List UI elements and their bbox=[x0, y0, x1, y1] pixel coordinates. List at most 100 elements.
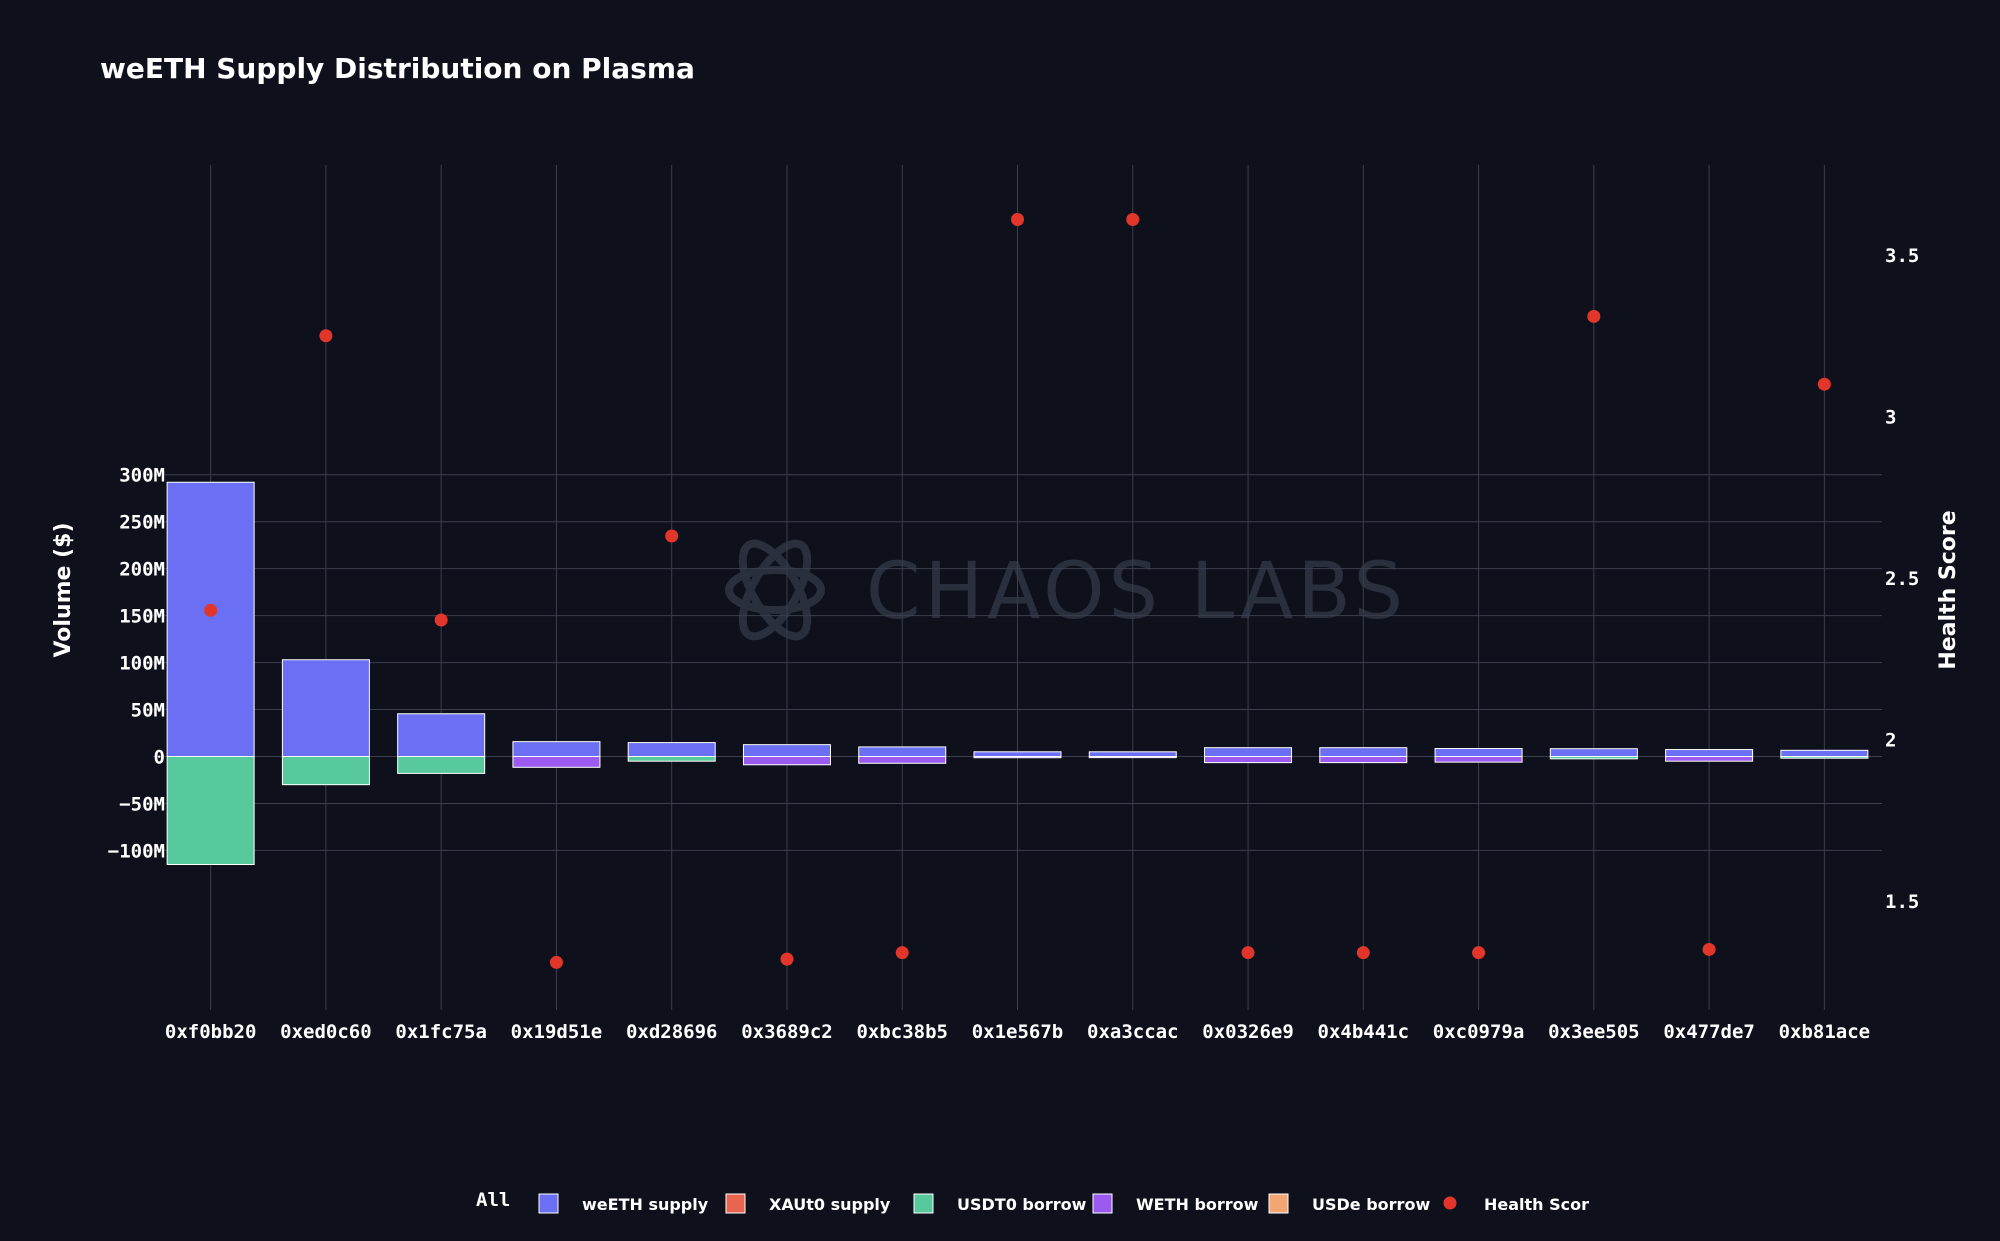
legend-item-weth-borrow[interactable]: WETH borrow bbox=[1092, 1193, 1259, 1214]
health-score-point-0xa3ccac[interactable] bbox=[1126, 212, 1140, 226]
y-axis-ticks: 300M 250M 200M 150M 100M 50M 0 −50M −100M bbox=[108, 465, 165, 863]
bar-weeth-supply-0xf0bb20[interactable] bbox=[166, 481, 255, 757]
watermark-text: CHAOS LABS bbox=[866, 547, 1407, 637]
bar-weth-borrow-0x3689c2[interactable] bbox=[742, 756, 831, 766]
bar-weth-borrow-0xbc38b5[interactable] bbox=[858, 756, 947, 764]
x-tick-label[interactable]: 0x3689c2 bbox=[741, 1021, 833, 1043]
bar-weth-borrow-0x19d51e[interactable] bbox=[512, 756, 601, 768]
bar-weeth-supply-0x19d51e[interactable] bbox=[512, 741, 601, 758]
bar-weeth-supply-0xc0979a[interactable] bbox=[1434, 748, 1523, 757]
bar-weeth-supply-0x477de7[interactable] bbox=[1665, 749, 1754, 758]
legend-all-toggle[interactable]: All bbox=[476, 1189, 510, 1211]
bar-usdt0-borrow-0xd28696[interactable] bbox=[627, 756, 716, 762]
bar-weeth-supply-0xa3ccac[interactable] bbox=[1088, 751, 1177, 758]
legend-item-usde-borrow[interactable]: USDe borrow bbox=[1268, 1193, 1430, 1214]
bar-usdt0-borrow-0xed0c60[interactable] bbox=[281, 756, 370, 786]
y-tick-label: 100M bbox=[119, 653, 165, 675]
health-score-point-0xd28696[interactable] bbox=[665, 529, 679, 543]
y-tick-label: 250M bbox=[119, 512, 165, 534]
health-score-point-0xbc38b5[interactable] bbox=[895, 946, 909, 960]
health-score-point-0xed0c60[interactable] bbox=[319, 329, 333, 343]
watermark: CHAOS LABS bbox=[725, 539, 1407, 641]
bar-weeth-supply-0x1e567b[interactable] bbox=[973, 751, 1062, 758]
y2-tick-label: 2.5 bbox=[1885, 568, 1919, 590]
health-score-point-0x19d51e[interactable] bbox=[549, 955, 563, 969]
legend-label: USDT0 borrow bbox=[957, 1195, 1087, 1214]
legend-marker-square bbox=[913, 1193, 934, 1214]
y-tick-label: 200M bbox=[119, 559, 165, 581]
chaos-labs-logo-icon bbox=[725, 539, 825, 641]
y-tick-label: 300M bbox=[119, 465, 165, 487]
legend-marker-square bbox=[1092, 1193, 1113, 1214]
x-tick-label[interactable]: 0x0326e9 bbox=[1202, 1021, 1294, 1043]
y-tick-label: 50M bbox=[131, 700, 165, 722]
bars bbox=[166, 481, 1869, 866]
y2-tick-label: 2 bbox=[1885, 730, 1896, 752]
bar-weeth-supply-0x1fc75a[interactable] bbox=[397, 713, 486, 758]
x-tick-label[interactable]: 0xed0c60 bbox=[280, 1021, 372, 1043]
bar-weth-borrow-0xa3ccac[interactable] bbox=[1088, 756, 1177, 759]
bar-weeth-supply-0xbc38b5[interactable] bbox=[858, 746, 947, 758]
health-score-point-0x4b441c[interactable] bbox=[1356, 946, 1370, 960]
chart-title: weETH Supply Distribution on Plasma bbox=[100, 52, 695, 85]
legend-label: weETH supply bbox=[582, 1195, 709, 1214]
health-score-points bbox=[204, 212, 1831, 969]
x-tick-label[interactable]: 0x477de7 bbox=[1663, 1021, 1755, 1043]
x-tick-label[interactable]: 0xd28696 bbox=[626, 1021, 718, 1043]
y2-axis-title: Health Score bbox=[1936, 510, 1961, 669]
legend: All weETH supply XAUt0 supply USDT0 borrow W… bbox=[476, 1189, 1589, 1214]
x-tick-label[interactable]: 0x4b441c bbox=[1318, 1021, 1410, 1043]
bar-usdt0-borrow-0x3ee505[interactable] bbox=[1549, 756, 1638, 760]
legend-item-weeth-supply[interactable]: weETH supply bbox=[538, 1193, 709, 1214]
y-tick-label: 150M bbox=[119, 606, 165, 628]
legend-item-xaut0-supply[interactable]: XAUt0 supply bbox=[725, 1193, 891, 1214]
x-tick-label[interactable]: 0x1fc75a bbox=[395, 1021, 487, 1043]
legend-item-usdt0-borrow[interactable]: USDT0 borrow bbox=[913, 1193, 1087, 1214]
x-tick-label[interactable]: 0x1e567b bbox=[972, 1021, 1064, 1043]
health-score-point-0x477de7[interactable] bbox=[1702, 942, 1716, 956]
bar-weeth-supply-0x4b441c[interactable] bbox=[1319, 747, 1408, 757]
health-score-point-0x1e567b[interactable] bbox=[1011, 212, 1024, 226]
bar-weeth-supply-0xd28696[interactable] bbox=[627, 742, 716, 758]
y-tick-label: 0 bbox=[154, 747, 165, 769]
bar-weth-borrow-0x0326e9[interactable] bbox=[1204, 756, 1293, 764]
y2-tick-label: 3 bbox=[1885, 407, 1896, 429]
bar-weeth-supply-0xed0c60[interactable] bbox=[281, 659, 370, 757]
bar-usdt0-borrow-0x1fc75a[interactable] bbox=[397, 756, 486, 774]
legend-label: XAUt0 supply bbox=[769, 1195, 891, 1214]
x-tick-label[interactable]: 0x19d51e bbox=[511, 1021, 603, 1043]
bar-weth-borrow-0xc0979a[interactable] bbox=[1434, 756, 1523, 763]
legend-marker-square bbox=[725, 1193, 746, 1214]
health-score-point-0x3ee505[interactable] bbox=[1587, 309, 1601, 323]
legend-marker-circle bbox=[1443, 1196, 1457, 1210]
x-axis-ticks: 0xf0bb20 0xed0c60 0x1fc75a 0x19d51e 0xd28696… bbox=[165, 1021, 1870, 1043]
bar-usdt0-borrow-0xf0bb20[interactable] bbox=[166, 756, 255, 866]
x-tick-label[interactable]: 0xf0bb20 bbox=[165, 1021, 257, 1043]
health-score-point-0x0326e9[interactable] bbox=[1241, 946, 1255, 960]
bar-weeth-supply-0x0326e9[interactable] bbox=[1204, 747, 1293, 757]
bar-weeth-supply-0x3ee505[interactable] bbox=[1549, 748, 1638, 758]
bar-weeth-supply-0x3689c2[interactable] bbox=[742, 744, 831, 757]
x-tick-label[interactable]: 0xb81ace bbox=[1779, 1021, 1871, 1043]
health-score-point-0xc0979a[interactable] bbox=[1472, 946, 1486, 960]
legend-label: WETH borrow bbox=[1136, 1195, 1259, 1214]
legend-label: Health Scor bbox=[1484, 1195, 1589, 1214]
bar-usdt0-borrow-0xb81ace[interactable] bbox=[1780, 756, 1869, 759]
health-score-point-0xb81ace[interactable] bbox=[1817, 377, 1831, 391]
health-score-point-0x3689c2[interactable] bbox=[780, 952, 794, 966]
health-score-point-0xf0bb20[interactable] bbox=[204, 603, 218, 617]
x-tick-label[interactable]: 0x3ee505 bbox=[1548, 1021, 1640, 1043]
health-score-point-0x1fc75a[interactable] bbox=[434, 613, 448, 627]
x-tick-label[interactable]: 0xbc38b5 bbox=[856, 1021, 948, 1043]
legend-item-health-scor[interactable]: Health Scor bbox=[1443, 1195, 1590, 1214]
bar-weth-borrow-0x1e567b[interactable] bbox=[973, 756, 1062, 759]
bar-weeth-supply-0xb81ace[interactable] bbox=[1780, 749, 1869, 757]
y-axis-title: Volume ($) bbox=[51, 522, 76, 657]
bar-weth-borrow-0x477de7[interactable] bbox=[1665, 756, 1754, 762]
bar-weth-borrow-0x4b441c[interactable] bbox=[1319, 756, 1408, 764]
y2-axis-ticks: 3.5 3 2.5 2 1.5 bbox=[1885, 245, 1919, 913]
y-tick-label: −50M bbox=[119, 793, 165, 815]
x-tick-label[interactable]: 0xc0979a bbox=[1433, 1021, 1525, 1043]
x-tick-label[interactable]: 0xa3ccac bbox=[1087, 1021, 1179, 1043]
